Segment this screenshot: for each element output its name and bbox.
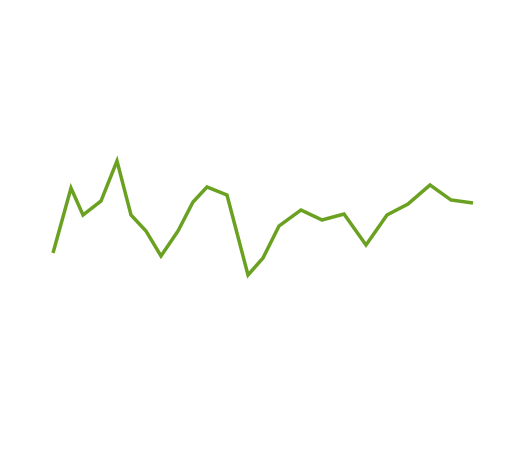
line-series	[51, 155, 474, 279]
